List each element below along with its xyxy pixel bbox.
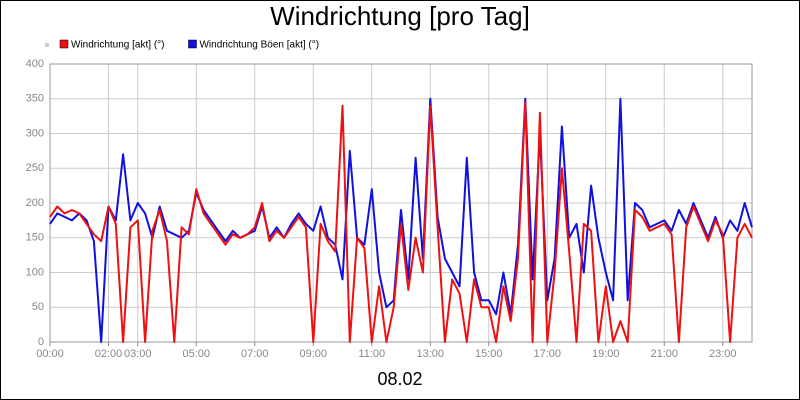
legend-swatch: [59, 39, 69, 49]
x-axis-title: 08.02: [377, 369, 422, 389]
y-tick-label: 250: [26, 162, 44, 174]
x-tick-label: 00:00: [36, 348, 64, 360]
x-tick-label: 11:00: [358, 348, 385, 360]
x-tick-label: 21:00: [650, 348, 678, 360]
x-tick-label: 13:00: [416, 348, 444, 360]
legend-swatch: [188, 39, 197, 49]
legend-marker: [45, 43, 49, 47]
y-tick-label: 350: [26, 93, 44, 105]
y-tick-label: 150: [26, 232, 44, 244]
x-tick-label: 15:00: [475, 348, 503, 360]
series-line: [49, 101, 753, 343]
x-tick-label: 23:00: [709, 348, 737, 360]
x-tick-label: 09:00: [299, 348, 327, 360]
y-tick-label: 400: [26, 58, 44, 70]
y-tick-label: 100: [26, 266, 44, 278]
x-tick-label: 07:00: [241, 348, 269, 360]
y-tick-label: 300: [26, 127, 44, 139]
x-tick-label: 05:00: [182, 348, 210, 360]
legend-label: Windrichtung [akt] (°): [71, 40, 164, 51]
plot-border: [49, 63, 753, 343]
y-tick-label: 0: [38, 336, 44, 348]
x-tick-label: 19:00: [592, 348, 620, 360]
x-tick-label: 03:00: [124, 348, 152, 360]
y-tick-label: 50: [32, 301, 44, 313]
x-tick-label: 17:00: [533, 348, 561, 360]
legend-label: Windrichtung Böen [akt] (°): [199, 40, 319, 51]
series-line: [49, 97, 753, 343]
chart-title: Windrichtung [pro Tag]: [270, 1, 530, 31]
y-tick-label: 200: [26, 197, 44, 209]
x-tick-label: 02:00: [95, 348, 123, 360]
